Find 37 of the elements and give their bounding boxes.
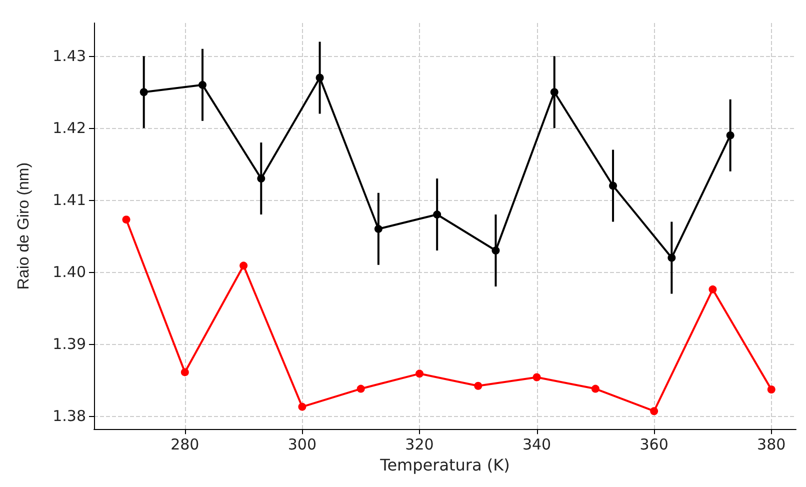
point [609, 182, 618, 190]
point [140, 88, 148, 96]
point [591, 384, 600, 393]
x-tick-label: 360 [640, 436, 668, 454]
y-tick-label: 1.42 [52, 119, 86, 138]
point [668, 254, 676, 262]
y-axis-title: Raio de Giro (nm) [16, 162, 32, 290]
x-tick-label: 300 [288, 436, 317, 454]
point [180, 368, 189, 376]
point [257, 174, 266, 183]
point [298, 402, 306, 411]
point [415, 370, 424, 378]
point [316, 74, 324, 82]
x-tick-label: 280 [170, 436, 200, 454]
point [122, 216, 130, 224]
point [708, 285, 717, 294]
y-tick-label: 1.39 [52, 335, 86, 354]
y-tick-label: 1.43 [52, 47, 86, 66]
point [492, 246, 500, 255]
x-tick-label: 340 [522, 436, 552, 454]
point [550, 88, 558, 96]
point [767, 386, 776, 394]
point [374, 224, 382, 233]
x-tick-label: 320 [405, 436, 434, 454]
y-tick-label: 1.41 [52, 191, 86, 210]
point [433, 210, 442, 219]
y-tick-label: 1.38 [52, 407, 86, 426]
point [650, 407, 658, 416]
point [726, 131, 734, 140]
point [356, 384, 365, 393]
x-tick-label: 380 [757, 436, 786, 454]
point [474, 382, 482, 390]
point [532, 373, 541, 382]
y-tick-label: 1.40 [52, 263, 86, 282]
x-axis-title: Temperatura (K) [379, 456, 510, 474]
point [240, 262, 248, 270]
point [198, 80, 206, 89]
